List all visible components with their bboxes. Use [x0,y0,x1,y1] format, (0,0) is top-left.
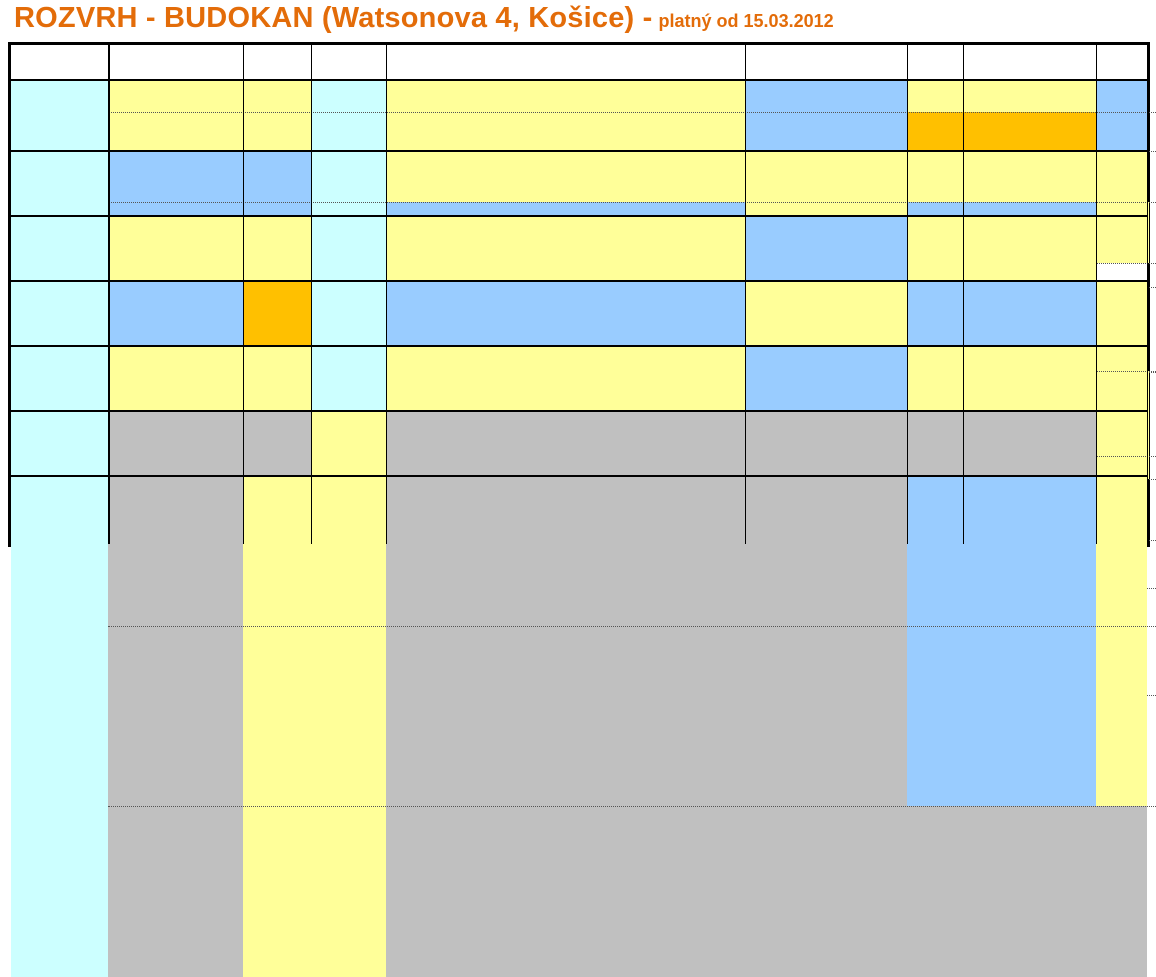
schedule-cell [907,80,1096,112]
col-header-day [11,45,108,76]
title-text: ROZVRH - BUDOKAN (Watsonova 4, Košice) - [14,2,653,34]
schedule-table [8,42,1156,977]
column-divider [386,45,387,544]
schedule-cell [311,476,386,626]
schedule-cell [1096,202,1147,263]
schedule-cell [243,476,311,626]
schedule-cell [1096,112,1147,151]
schedule-cell [108,112,311,151]
column-divider [243,45,244,544]
schedule-cell [1096,371,1147,479]
schedule-cell [243,806,386,977]
column-divider [311,45,312,544]
schedule-cell [108,151,243,202]
column-divider [907,45,908,544]
column-divider [1096,45,1097,544]
sub-row-divider [108,806,1156,807]
row-divider [11,410,1147,412]
schedule-cell [745,151,907,202]
schedule-cell [1096,151,1147,202]
schedule-cell [907,112,1096,151]
col-header-b3 [745,45,907,76]
schedule-cell [907,216,1096,287]
schedule-cell [108,80,311,112]
row-divider [11,345,1147,347]
schedule-cell [108,476,243,626]
row-divider [11,475,1147,477]
schedule-cell [745,476,907,626]
schedule-cell [386,626,745,806]
row-divider [11,215,1147,217]
sub-row-divider [108,202,1156,203]
schedule-cell [1096,626,1147,806]
schedule-cell [1147,202,1149,263]
col-header-b4 [907,45,1096,76]
schedule-cell [386,80,745,112]
schedule-cell [745,80,907,112]
schedule-cell [386,151,745,202]
schedule-cell [745,626,907,806]
schedule-cell [386,112,745,151]
day-nedeľa [11,476,108,977]
schedule-cell [108,626,243,806]
col-header-b2 [386,45,745,76]
column-divider [108,45,110,544]
column-divider [745,45,746,544]
column-divider [963,45,964,544]
schedule-cell [243,626,386,806]
row-divider [11,280,1147,282]
page-title: ROZVRH - BUDOKAN (Watsonova 4, Košice) -… [14,2,834,42]
schedule-cell [243,216,311,287]
schedule-cell [745,112,907,151]
row-divider [11,150,1147,152]
schedule-cell [1096,281,1147,371]
schedule-cell [907,806,1096,977]
schedule-cell [1096,80,1147,112]
schedule-cell [386,476,745,626]
valid-from-text: platný od 15.03.2012 [658,11,834,31]
schedule-cell [386,806,745,977]
schedule-cell [963,151,1096,202]
schedule-cell [386,216,745,287]
schedule-cell [907,151,963,202]
schedule-cell [1096,806,1147,977]
schedule-cell [745,216,907,287]
schedule-cell [108,806,243,977]
sub-row-divider [108,626,1156,627]
sub-row-divider [108,112,1156,113]
row-divider [11,79,1147,81]
schedule-cell [1147,371,1149,479]
schedule-cell [907,476,1096,626]
schedule-cell [1096,476,1147,626]
schedule-cell [907,626,1096,806]
col-header-b1 [108,45,311,76]
schedule-cell [745,806,907,977]
column-divider [1147,45,1148,544]
schedule-cell [108,216,243,287]
